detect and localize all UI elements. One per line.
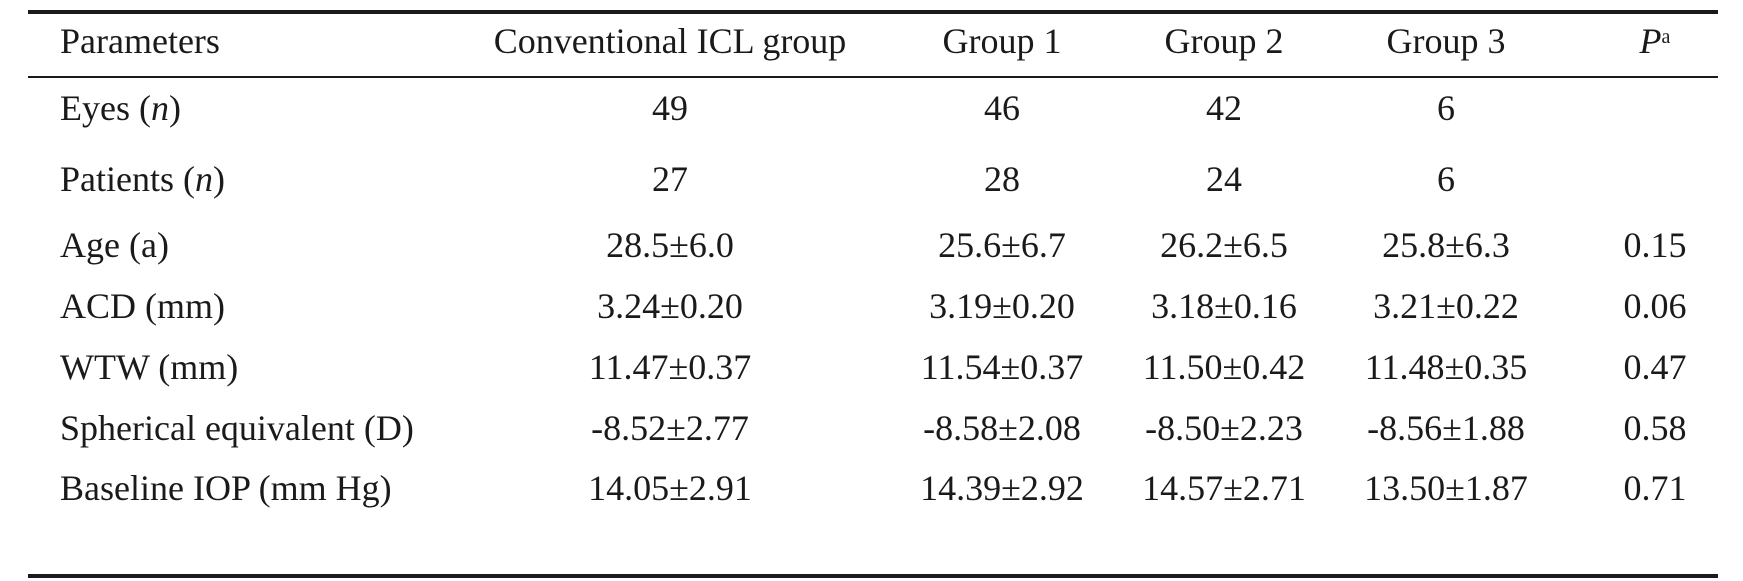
cell-group-1: 3.19±0.20: [929, 286, 1075, 326]
cell-group-2: 42: [1206, 88, 1242, 128]
cell-group-3: 6: [1437, 88, 1455, 128]
header-group-1: Group 1: [942, 21, 1062, 61]
header-group-2: Group 2: [1164, 21, 1284, 61]
header-parameters: Parameters: [60, 21, 220, 61]
cell-group-1: 25.6±6.7: [938, 225, 1066, 265]
cell-p-value: 0.47: [1623, 347, 1687, 387]
row-label: Baseline IOP (mm Hg): [60, 468, 392, 508]
cell-p-value: 0.06: [1623, 286, 1687, 326]
row-label: ACD (mm): [60, 286, 225, 326]
row-label: Spherical equivalent (D): [60, 408, 414, 448]
cell-group-2: 14.57±2.71: [1142, 468, 1306, 508]
cell-conventional: 28.5±6.0: [606, 225, 734, 265]
cell-conventional: 14.05±2.91: [588, 468, 752, 508]
p-symbol: P: [1639, 21, 1662, 61]
header-group-3: Group 3: [1386, 21, 1506, 61]
cell-group-3: 11.48±0.35: [1364, 347, 1528, 387]
cell-group-2: 26.2±6.5: [1160, 225, 1288, 265]
header-p-value: Pa: [1590, 21, 1720, 61]
cell-group-1: -8.58±2.08: [923, 408, 1081, 448]
cell-group-3: 25.8±6.3: [1382, 225, 1510, 265]
table-top-rule: [28, 10, 1718, 14]
cell-p-value: 0.71: [1623, 468, 1687, 508]
cell-conventional: 3.24±0.20: [597, 286, 743, 326]
cell-p-value: 0.58: [1623, 408, 1687, 448]
table-header-rule: [28, 76, 1718, 78]
cell-group-3: 6: [1437, 159, 1455, 199]
row-label: Age (a): [60, 225, 169, 265]
cell-conventional: 27: [652, 159, 688, 199]
cell-group-3: -8.56±1.88: [1367, 408, 1525, 448]
cell-conventional: -8.52±2.77: [591, 408, 749, 448]
row-label: Eyes (n): [60, 88, 181, 128]
cell-group-1: 14.39±2.92: [920, 468, 1084, 508]
cell-group-3: 3.21±0.22: [1373, 286, 1519, 326]
cell-group-1: 11.54±0.37: [920, 347, 1084, 387]
cell-conventional: 11.47±0.37: [588, 347, 752, 387]
cell-group-2: 11.50±0.42: [1142, 347, 1306, 387]
cell-group-2: -8.50±2.23: [1145, 408, 1303, 448]
cell-group-2: 3.18±0.16: [1151, 286, 1297, 326]
table-bottom-rule: [28, 574, 1718, 578]
cell-group-3: 13.50±1.87: [1364, 468, 1528, 508]
p-superscript: a: [1661, 26, 1671, 48]
row-label: Patients (n): [60, 159, 225, 199]
cell-p-value: 0.15: [1623, 225, 1687, 265]
cell-conventional: 49: [652, 88, 688, 128]
cell-group-2: 24: [1206, 159, 1242, 199]
cell-group-1: 46: [984, 88, 1020, 128]
header-conventional-icl-group: Conventional ICL group: [493, 21, 847, 61]
row-label: WTW (mm): [60, 347, 239, 387]
cell-group-1: 28: [984, 159, 1020, 199]
